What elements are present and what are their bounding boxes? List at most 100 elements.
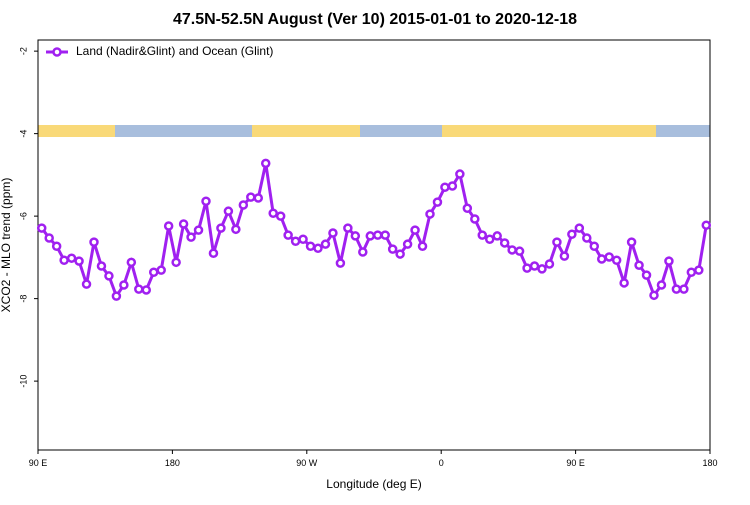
data-point bbox=[701, 220, 712, 230]
data-point bbox=[156, 265, 166, 275]
data-point bbox=[275, 211, 286, 221]
data-point bbox=[641, 270, 652, 280]
y-tick-label: -4 bbox=[18, 130, 28, 138]
x-tick-label: 90 W bbox=[296, 458, 318, 468]
ocean bbox=[360, 125, 442, 137]
data-point bbox=[417, 241, 428, 251]
data-point bbox=[694, 265, 704, 275]
data-point bbox=[477, 230, 488, 240]
data-point bbox=[410, 225, 420, 235]
data-point bbox=[96, 261, 107, 271]
data-point bbox=[544, 259, 555, 269]
x-tick-label: 0 bbox=[439, 458, 444, 468]
x-tick-label: 90 E bbox=[29, 458, 48, 468]
data-point bbox=[81, 279, 92, 289]
data-point bbox=[178, 219, 189, 229]
data-point bbox=[89, 237, 99, 247]
data-point bbox=[455, 169, 465, 179]
data-point bbox=[529, 261, 540, 271]
data-point bbox=[574, 223, 585, 233]
data-point bbox=[231, 224, 241, 235]
data-point bbox=[656, 280, 667, 290]
data-point bbox=[686, 267, 697, 277]
data-point bbox=[484, 234, 495, 244]
data-point bbox=[268, 208, 278, 218]
data-point bbox=[335, 258, 346, 268]
data-point bbox=[395, 249, 405, 259]
data-point bbox=[492, 231, 502, 241]
y-tick-label: -10 bbox=[18, 375, 28, 388]
y-axis-label: XCO2 - MLO trend (ppm) bbox=[0, 178, 13, 313]
data-point bbox=[537, 264, 547, 274]
data-point bbox=[186, 232, 196, 242]
data-point bbox=[567, 229, 577, 240]
data-point bbox=[260, 158, 271, 169]
data-point bbox=[604, 252, 614, 262]
data-point bbox=[462, 203, 473, 214]
y-tick-label: -2 bbox=[18, 47, 28, 55]
x-axis-label: Longitude (deg E) bbox=[326, 477, 421, 491]
data-point bbox=[163, 221, 174, 231]
data-point bbox=[440, 182, 450, 193]
x-tick-label: 90 E bbox=[566, 458, 585, 468]
data-point bbox=[111, 291, 122, 301]
data-point bbox=[380, 230, 390, 240]
data-point bbox=[582, 233, 592, 243]
data-point bbox=[552, 237, 562, 247]
plot-frame bbox=[37, 39, 711, 451]
data-point bbox=[141, 285, 152, 295]
data-point bbox=[499, 238, 510, 248]
data-point bbox=[649, 290, 659, 301]
data-point bbox=[193, 225, 204, 235]
data-point bbox=[74, 256, 84, 266]
data-point bbox=[305, 241, 316, 251]
land bbox=[442, 125, 656, 137]
data-point bbox=[253, 193, 264, 203]
data-point bbox=[36, 223, 47, 233]
data-point bbox=[365, 231, 376, 241]
legend-marker bbox=[52, 47, 62, 57]
data-point bbox=[372, 230, 383, 240]
data-point bbox=[51, 241, 62, 251]
data-point bbox=[313, 243, 323, 254]
data-point bbox=[626, 237, 637, 247]
data-point bbox=[387, 244, 398, 254]
land bbox=[38, 125, 115, 137]
data-point bbox=[298, 234, 308, 244]
data-point bbox=[619, 278, 629, 288]
chart-title: 47.5N-52.5N August (Ver 10) 2015-01-01 t… bbox=[173, 11, 577, 28]
data-point bbox=[514, 246, 525, 256]
data-point bbox=[432, 197, 443, 207]
data-point bbox=[59, 255, 69, 266]
data-point bbox=[589, 241, 600, 251]
data-point bbox=[343, 223, 353, 233]
data-point bbox=[104, 271, 114, 281]
data-point bbox=[44, 233, 54, 243]
y-tick-label: -8 bbox=[18, 295, 28, 303]
data-point bbox=[208, 248, 219, 258]
data-point bbox=[671, 284, 682, 294]
ocean bbox=[115, 125, 252, 137]
data-point bbox=[66, 253, 77, 263]
data-point bbox=[634, 260, 644, 270]
y-tick-label: -6 bbox=[18, 212, 28, 220]
data-point bbox=[425, 209, 435, 219]
data-point bbox=[358, 247, 368, 257]
data-point bbox=[559, 251, 570, 261]
data-point bbox=[223, 206, 234, 216]
data-point bbox=[596, 254, 607, 264]
x-tick-label: 180 bbox=[165, 458, 180, 468]
data-point bbox=[283, 230, 293, 240]
data-point bbox=[679, 284, 689, 294]
x-tick-label: 180 bbox=[702, 458, 717, 468]
data-point bbox=[320, 239, 331, 249]
data-point bbox=[350, 231, 361, 241]
land bbox=[252, 125, 360, 137]
data-point bbox=[290, 236, 301, 247]
data-point bbox=[522, 263, 532, 273]
data-point bbox=[216, 223, 226, 233]
land-ocean-strip bbox=[38, 125, 710, 137]
